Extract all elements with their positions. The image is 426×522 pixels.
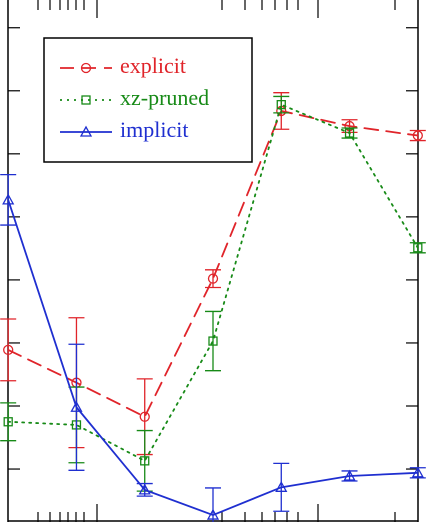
legend-box: [43, 37, 253, 163]
error-bar: [68, 343, 85, 471]
legend-label: implicit: [120, 117, 188, 142]
marker: [2, 193, 15, 205]
marker: [208, 336, 218, 346]
marker: [343, 469, 356, 481]
marker: [79, 125, 93, 137]
marker: [81, 95, 91, 105]
legend-label: xz-pruned: [120, 85, 209, 110]
error-bar: [0, 402, 17, 442]
legend-label: explicit: [120, 53, 186, 78]
error-bar: [273, 462, 290, 512]
marker: [139, 411, 150, 422]
marker: [344, 128, 355, 138]
marker: [70, 400, 83, 412]
error-bar: [205, 310, 221, 372]
marker: [413, 243, 423, 253]
marker: [3, 344, 14, 356]
marker: [412, 130, 423, 141]
error-bar: [273, 95, 290, 114]
marker: [138, 483, 151, 495]
marker: [276, 100, 286, 110]
marker: [206, 508, 220, 520]
marker: [207, 273, 219, 284]
error-bar: [0, 173, 17, 226]
error-bar: [205, 487, 221, 522]
x-minor-ticks: [37, 0, 396, 522]
marker: [3, 417, 13, 427]
marker: [80, 62, 92, 74]
legend: explicit xz-pruned implicit: [43, 37, 253, 163]
marker: [275, 480, 288, 492]
error-bar: [205, 269, 221, 289]
error-bar: [0, 318, 17, 382]
marker: [140, 456, 150, 466]
marker: [411, 466, 424, 478]
